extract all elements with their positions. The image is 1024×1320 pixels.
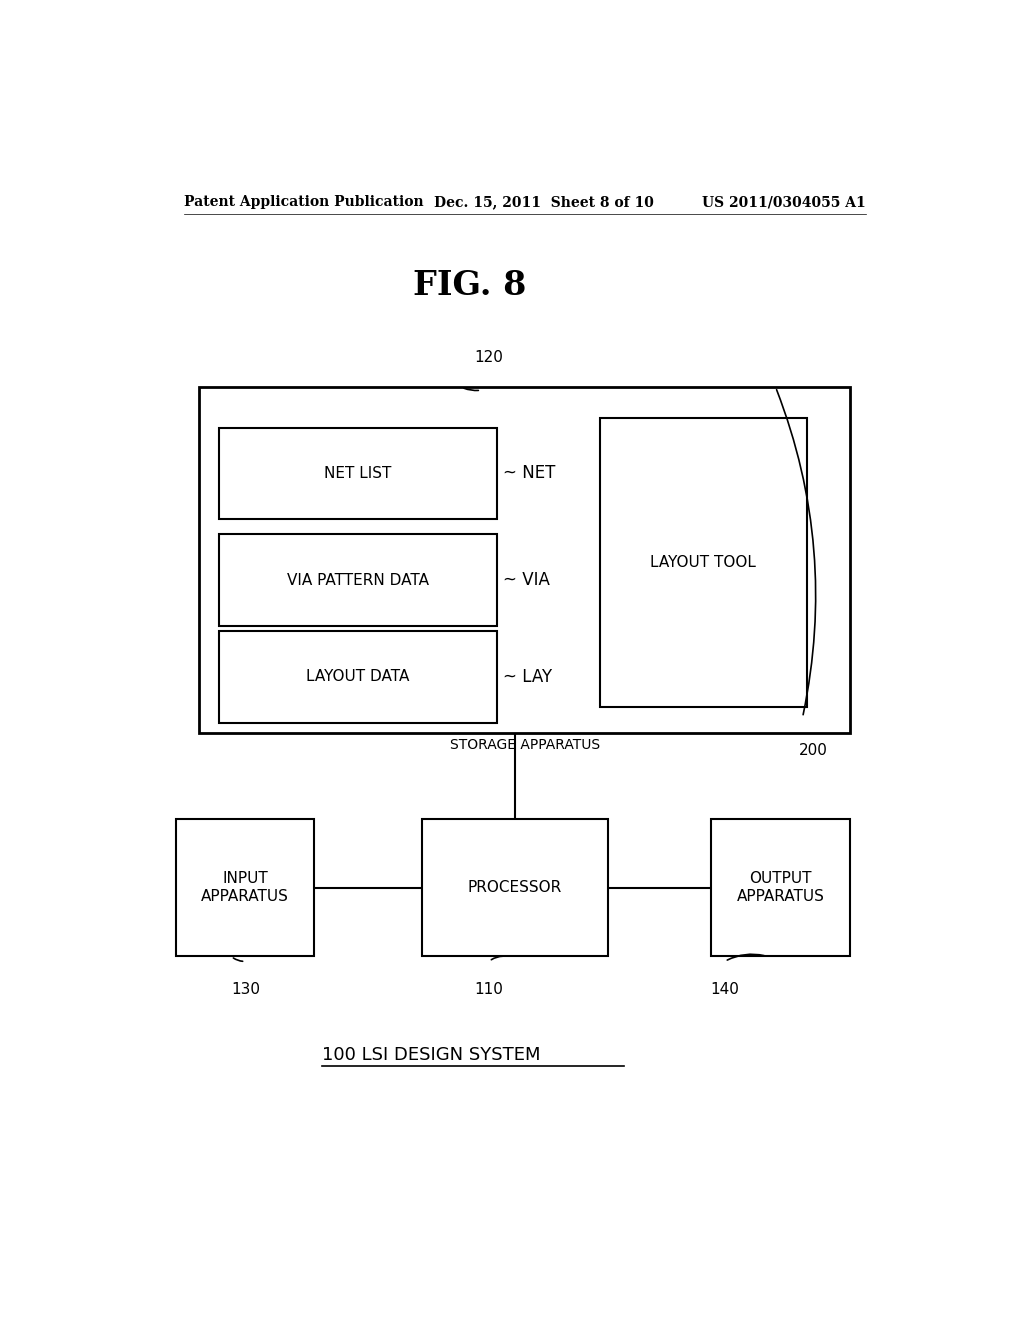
- Bar: [219, 428, 497, 519]
- Text: 120: 120: [475, 350, 504, 364]
- Text: 140: 140: [711, 982, 739, 997]
- Bar: [200, 387, 850, 733]
- Text: 110: 110: [475, 982, 504, 997]
- Text: Dec. 15, 2011  Sheet 8 of 10: Dec. 15, 2011 Sheet 8 of 10: [433, 195, 653, 209]
- Text: 200: 200: [799, 743, 827, 758]
- Bar: [600, 417, 807, 708]
- Bar: [219, 631, 497, 722]
- Text: LAYOUT DATA: LAYOUT DATA: [306, 669, 410, 684]
- Text: STORAGE APPARATUS: STORAGE APPARATUS: [450, 738, 600, 752]
- Bar: [176, 818, 314, 956]
- Text: NET LIST: NET LIST: [325, 466, 392, 480]
- Text: 100 LSI DESIGN SYSTEM: 100 LSI DESIGN SYSTEM: [323, 1045, 541, 1064]
- Text: US 2011/0304055 A1: US 2011/0304055 A1: [702, 195, 866, 209]
- Text: INPUT
APPARATUS: INPUT APPARATUS: [201, 871, 289, 904]
- Text: FIG. 8: FIG. 8: [413, 269, 526, 302]
- Text: LAYOUT TOOL: LAYOUT TOOL: [650, 554, 757, 570]
- Text: OUTPUT
APPARATUS: OUTPUT APPARATUS: [737, 871, 824, 904]
- Bar: [219, 535, 497, 626]
- Text: 130: 130: [231, 982, 260, 997]
- Text: Patent Application Publication: Patent Application Publication: [183, 195, 423, 209]
- Text: ~ NET: ~ NET: [504, 465, 556, 483]
- Bar: [712, 818, 850, 956]
- Text: ~ VIA: ~ VIA: [504, 572, 550, 589]
- Bar: [422, 818, 608, 956]
- Text: ~ LAY: ~ LAY: [504, 668, 553, 686]
- Text: VIA PATTERN DATA: VIA PATTERN DATA: [287, 573, 429, 587]
- Text: PROCESSOR: PROCESSOR: [468, 880, 562, 895]
